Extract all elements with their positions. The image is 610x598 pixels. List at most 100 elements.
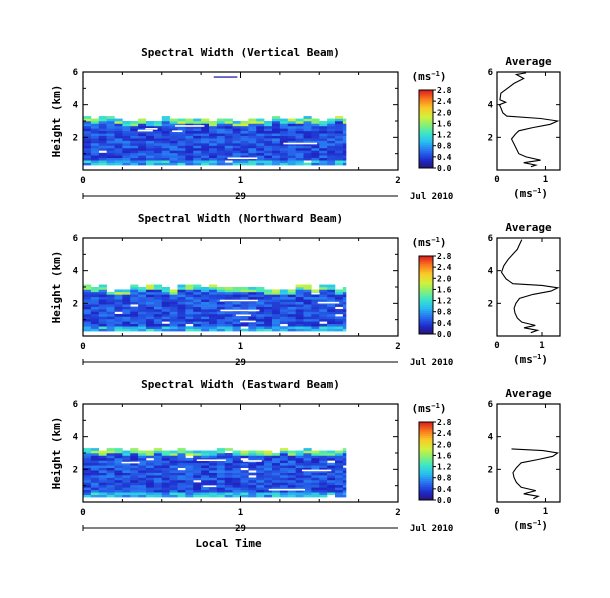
heatmap-cell — [303, 318, 312, 322]
heatmap-cell — [303, 321, 312, 325]
heatmap-cell — [153, 306, 163, 310]
heatmap-cell — [287, 128, 296, 132]
heatmap-cell — [240, 138, 249, 141]
colorbar-swatch — [419, 127, 433, 130]
average-x-tick-label: 0 — [494, 175, 499, 185]
heatmap-cells — [83, 448, 347, 498]
heatmap-cell — [83, 116, 92, 119]
heatmap-cell — [209, 143, 218, 146]
heatmap-cell — [295, 125, 304, 129]
heatmap-cell — [146, 289, 155, 293]
heatmap-cell — [201, 123, 210, 127]
heatmap-cell — [311, 318, 320, 322]
average-y-tick-label: 6 — [488, 400, 493, 410]
heatmap-cell — [201, 118, 210, 122]
heatmap-cell — [177, 301, 186, 305]
heatmap-cell — [319, 299, 328, 302]
heatmap-cell — [342, 138, 347, 141]
heatmap-cell — [98, 284, 107, 288]
colorbar-swatch — [419, 445, 433, 448]
heatmap-cell — [83, 328, 92, 332]
heatmap-cell — [224, 477, 233, 481]
heatmap-cell — [327, 467, 336, 471]
heatmap-cell — [264, 130, 273, 134]
heatmap-cell — [311, 118, 320, 122]
heatmap-cell — [83, 318, 92, 322]
heatmap-cell — [83, 306, 92, 310]
heatmap-cell — [311, 150, 320, 154]
heatmap-cell — [311, 328, 320, 332]
heatmap-cell — [224, 296, 233, 300]
heatmap-cell — [256, 138, 265, 141]
heatmap-cell — [98, 475, 107, 478]
heatmap-cell — [264, 318, 273, 322]
heatmap-cell — [98, 494, 107, 498]
heatmap-cell — [335, 326, 344, 329]
heatmap-cell — [335, 160, 344, 163]
heatmap-cell — [342, 160, 347, 163]
heatmap-cell — [272, 326, 281, 329]
colorbar-swatch — [419, 273, 433, 276]
heatmap-cells — [83, 76, 347, 166]
heatmap-cell — [216, 475, 226, 478]
heatmap-cell — [122, 326, 131, 329]
heatmap-cell — [90, 128, 100, 132]
heatmap-cell — [256, 328, 265, 332]
heatmap-cell — [232, 145, 241, 149]
heatmap-cell — [335, 162, 344, 166]
heatmap-cell — [90, 467, 100, 471]
heatmap-cell — [83, 138, 92, 141]
heatmap-cell — [248, 316, 257, 320]
heatmap-cell — [264, 323, 273, 327]
heatmap-cell — [83, 125, 92, 129]
heatmap-cell — [106, 482, 115, 486]
heatmap-cell — [272, 455, 281, 459]
heatmap-cell — [295, 467, 304, 471]
heatmap-cell — [232, 484, 241, 488]
heatmap-cell — [153, 489, 163, 493]
colorbar-swatch — [419, 259, 433, 263]
colorbar-tick-label: 1.2 — [437, 297, 452, 306]
heatmap-cell — [264, 291, 273, 295]
heatmap-cell — [311, 299, 320, 302]
heatmap-cell — [130, 475, 139, 478]
heatmap-cell — [122, 318, 131, 322]
y-axis-label: Height (km) — [50, 85, 63, 158]
heatmap-cell — [256, 470, 265, 473]
colorbar-tick-label: 1.6 — [437, 451, 452, 460]
heatmap-cell — [146, 291, 155, 295]
heatmap-cell — [272, 304, 281, 307]
heatmap-cell — [272, 470, 281, 473]
heatmap-cell — [138, 150, 147, 154]
heatmap-cell — [146, 157, 155, 161]
heatmap-cell — [256, 125, 265, 129]
heatmap-cell — [209, 487, 218, 491]
heatmap-cell — [256, 326, 265, 329]
heatmap-cell — [122, 479, 131, 483]
heatmap-cell — [106, 301, 115, 305]
heatmap-cell — [240, 450, 249, 454]
heatmap-cell — [327, 138, 336, 141]
heatmap-cell — [98, 316, 107, 320]
heatmap-cell — [295, 465, 304, 468]
heatmap-cell — [311, 457, 320, 461]
heatmap-cell — [146, 155, 155, 159]
heatmap-cell — [303, 472, 312, 476]
heatmap-cell — [90, 121, 100, 124]
date-month-label: Jul 2010 — [410, 192, 453, 202]
heatmap-cell — [209, 489, 218, 493]
heatmap-cell — [83, 311, 92, 315]
colorbar-swatch — [419, 433, 433, 437]
heatmap-cell — [106, 323, 115, 327]
heatmap-cell — [232, 287, 241, 290]
heatmap-cell — [130, 309, 139, 312]
heatmap-cell — [216, 453, 226, 456]
heatmap-cell — [295, 304, 304, 307]
heatmap-cell — [177, 326, 186, 329]
heatmap-cell — [209, 309, 218, 312]
heatmap-cell — [90, 130, 100, 134]
heatmap-cell — [224, 492, 233, 495]
heatmap-cell — [130, 328, 139, 332]
heatmap-cell — [303, 128, 312, 132]
